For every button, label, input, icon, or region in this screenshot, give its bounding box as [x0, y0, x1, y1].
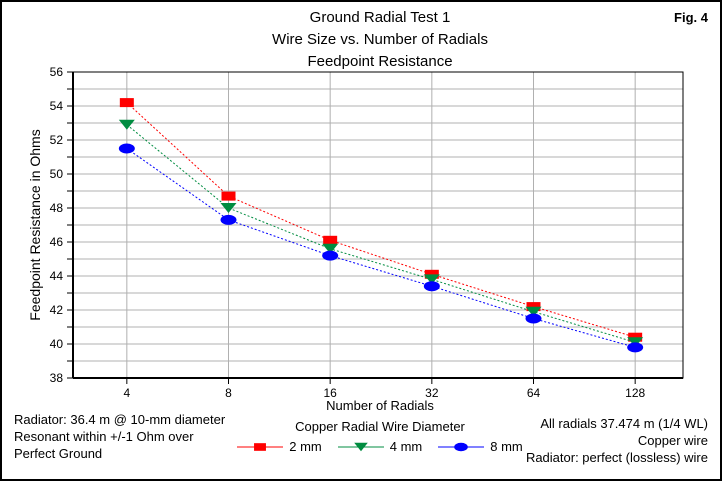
- square-marker-icon: [526, 302, 541, 312]
- y-tick-label: 50: [50, 167, 64, 181]
- x-tick-label: 64: [527, 386, 541, 400]
- x-axis-title: Number of Radials: [326, 398, 434, 413]
- circle-marker-icon: [627, 342, 644, 353]
- chart-title-line-1: Ground Radial Test 1: [309, 9, 451, 26]
- legend-label: 8 mm: [490, 439, 523, 454]
- legend-entry-2mm: 2 mm: [237, 439, 322, 454]
- square-marker-icon: [323, 235, 338, 245]
- y-tick-label: 54: [50, 99, 64, 113]
- chart-titles: Ground Radial Test 1 Wire Size vs. Numbe…: [75, 7, 685, 73]
- series-line-2mm: [126, 102, 636, 338]
- square-marker-icon: [119, 98, 134, 108]
- triangle-down-marker-icon: [423, 274, 440, 285]
- square-marker-icon: [254, 442, 267, 451]
- legend-label: 4 mm: [389, 439, 423, 454]
- footnote-right-line-2: Copper wire: [637, 433, 708, 448]
- circle-marker-icon: [454, 442, 469, 451]
- legend-entries: 2 mm 4 mm 8 mm: [75, 439, 685, 454]
- x-tick-label: 8: [225, 386, 232, 400]
- y-tick-label: 56: [50, 65, 64, 79]
- y-tick-label: 48: [50, 201, 64, 215]
- legend-key-icon: [237, 442, 284, 451]
- circle-marker-icon: [423, 281, 440, 292]
- chart-title-line-2: Wire Size vs. Number of Radials: [272, 31, 488, 48]
- footnote-left-line-1: Radiator: 36.4 m @ 10-mm diameter: [14, 412, 226, 427]
- footnote-right-line-3: Radiator: perfect (lossless) wire: [525, 450, 708, 465]
- y-tick-label: 40: [50, 337, 64, 351]
- legend-label: 2 mm: [289, 439, 322, 454]
- triangle-down-marker-icon: [322, 243, 339, 254]
- legend-key-icon: [337, 442, 384, 451]
- footnote-right: All radials 37.474 m (1/4 WL) Copper wir…: [526, 415, 708, 466]
- legend-entry-8mm: 8 mm: [438, 439, 523, 454]
- triangle-down-marker-icon: [627, 337, 644, 348]
- legend-key-icon: [438, 442, 485, 451]
- legend-entry-4mm: 4 mm: [337, 439, 423, 454]
- triangle-down-marker-icon: [118, 119, 135, 130]
- square-marker-icon: [628, 332, 643, 342]
- figure-number: Fig. 4: [674, 10, 708, 25]
- footnote-right-line-1: All radials 37.474 m (1/4 WL): [540, 416, 708, 431]
- chart-title-line-3: Feedpoint Resistance: [307, 53, 453, 70]
- circle-marker-icon: [118, 143, 135, 154]
- y-tick-label: 42: [50, 303, 64, 317]
- x-tick-label: 16: [323, 386, 337, 400]
- legend-title: Copper Radial Wire Diameter: [295, 419, 465, 434]
- x-tick-label: 32: [425, 386, 439, 400]
- square-marker-icon: [424, 269, 439, 279]
- circle-marker-icon: [220, 214, 237, 225]
- triangle-down-marker-icon: [353, 442, 368, 451]
- chart-legend: Copper Radial Wire Diameter 2 mm 4 mm 8 mm: [75, 419, 685, 454]
- y-tick-label: 44: [50, 269, 64, 283]
- footnote-left: Radiator: 36.4 m @ 10-mm diameter Resona…: [14, 411, 225, 462]
- triangle-down-marker-icon: [220, 203, 237, 213]
- y-axis-title: Feedpoint Resistance in Ohms: [27, 129, 43, 321]
- y-tick-label: 46: [50, 235, 64, 249]
- y-tick-label: 38: [50, 371, 64, 385]
- square-marker-icon: [221, 191, 236, 201]
- footnote-left-line-2: Resonant within +/-1 Ohm over: [14, 429, 194, 444]
- x-tick-label: 128: [625, 386, 645, 400]
- footnote-left-line-3: Perfect Ground: [14, 446, 103, 461]
- circle-marker-icon: [525, 313, 542, 324]
- x-tick-label: 4: [123, 386, 130, 400]
- circle-marker-icon: [322, 250, 339, 261]
- triangle-down-marker-icon: [525, 306, 542, 317]
- series-line-8mm: [126, 148, 636, 348]
- y-tick-label: 52: [50, 133, 64, 147]
- series-line-4mm: [126, 124, 636, 343]
